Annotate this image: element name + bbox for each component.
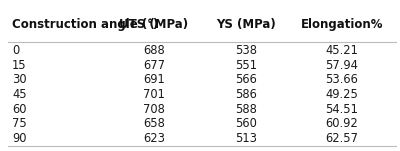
Text: 90: 90 [12,132,26,145]
Text: 588: 588 [235,103,257,116]
Text: 701: 701 [143,88,165,101]
Text: 15: 15 [12,59,27,72]
Text: 538: 538 [235,44,257,57]
Text: 45: 45 [12,88,27,101]
Text: 57.94: 57.94 [326,59,358,72]
Text: 60: 60 [12,103,26,116]
Text: UTS (MPa): UTS (MPa) [120,18,188,31]
Text: 62.57: 62.57 [326,132,358,145]
Text: 53.66: 53.66 [326,73,358,86]
Text: 708: 708 [143,103,165,116]
Text: 45.21: 45.21 [326,44,358,57]
Text: Construction angle (°): Construction angle (°) [12,18,158,31]
Text: 623: 623 [143,132,165,145]
Text: 566: 566 [235,73,257,86]
Text: 586: 586 [235,88,257,101]
Text: YS (MPa): YS (MPa) [216,18,276,31]
Text: 691: 691 [143,73,165,86]
Text: 560: 560 [235,117,257,130]
Text: 75: 75 [12,117,27,130]
Text: 60.92: 60.92 [326,117,358,130]
Text: 49.25: 49.25 [326,88,358,101]
Text: 0: 0 [12,44,19,57]
Text: 688: 688 [143,44,165,57]
Text: 54.51: 54.51 [326,103,358,116]
Text: 658: 658 [143,117,165,130]
Text: Elongation%: Elongation% [301,18,383,31]
Text: 513: 513 [235,132,257,145]
Text: 30: 30 [12,73,27,86]
Text: 677: 677 [143,59,165,72]
Text: 551: 551 [235,59,257,72]
